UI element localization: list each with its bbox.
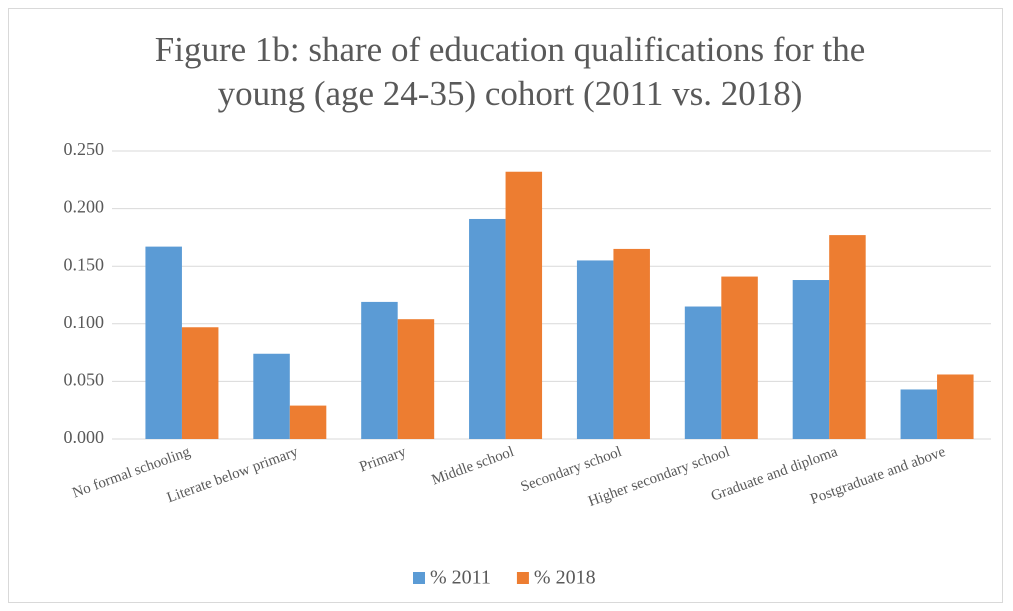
bar bbox=[289, 405, 327, 439]
bar bbox=[721, 276, 758, 439]
bar bbox=[181, 327, 219, 439]
y-tick-label: 0.200 bbox=[64, 197, 105, 217]
bar bbox=[361, 301, 398, 439]
y-tick-label: 0.150 bbox=[64, 254, 105, 274]
bar bbox=[505, 171, 543, 439]
legend-swatch bbox=[413, 572, 425, 584]
legend-label: % 2011 bbox=[430, 567, 491, 589]
x-tick-label: Middle school bbox=[430, 444, 517, 489]
bar bbox=[253, 353, 290, 439]
chart-frame bbox=[8, 8, 1003, 603]
bar bbox=[469, 218, 506, 439]
bar bbox=[829, 235, 866, 439]
bar bbox=[937, 374, 974, 439]
bar bbox=[900, 389, 938, 439]
legend-swatch bbox=[516, 572, 529, 584]
bar bbox=[397, 319, 435, 439]
bar bbox=[792, 280, 830, 439]
y-tick-label: 0.100 bbox=[64, 312, 105, 332]
bar bbox=[613, 248, 650, 439]
bar bbox=[145, 246, 182, 439]
bar bbox=[576, 260, 614, 439]
legend-label: % 2018 bbox=[534, 567, 596, 589]
y-tick-label: 0.050 bbox=[64, 370, 105, 390]
x-tick-label: Primary bbox=[357, 444, 408, 476]
bar bbox=[684, 306, 722, 439]
y-tick-label: 0.250 bbox=[64, 139, 105, 159]
chart-title: Figure 1b: share of education qualificat… bbox=[154, 30, 866, 113]
y-tick-label: 0.000 bbox=[64, 427, 105, 447]
